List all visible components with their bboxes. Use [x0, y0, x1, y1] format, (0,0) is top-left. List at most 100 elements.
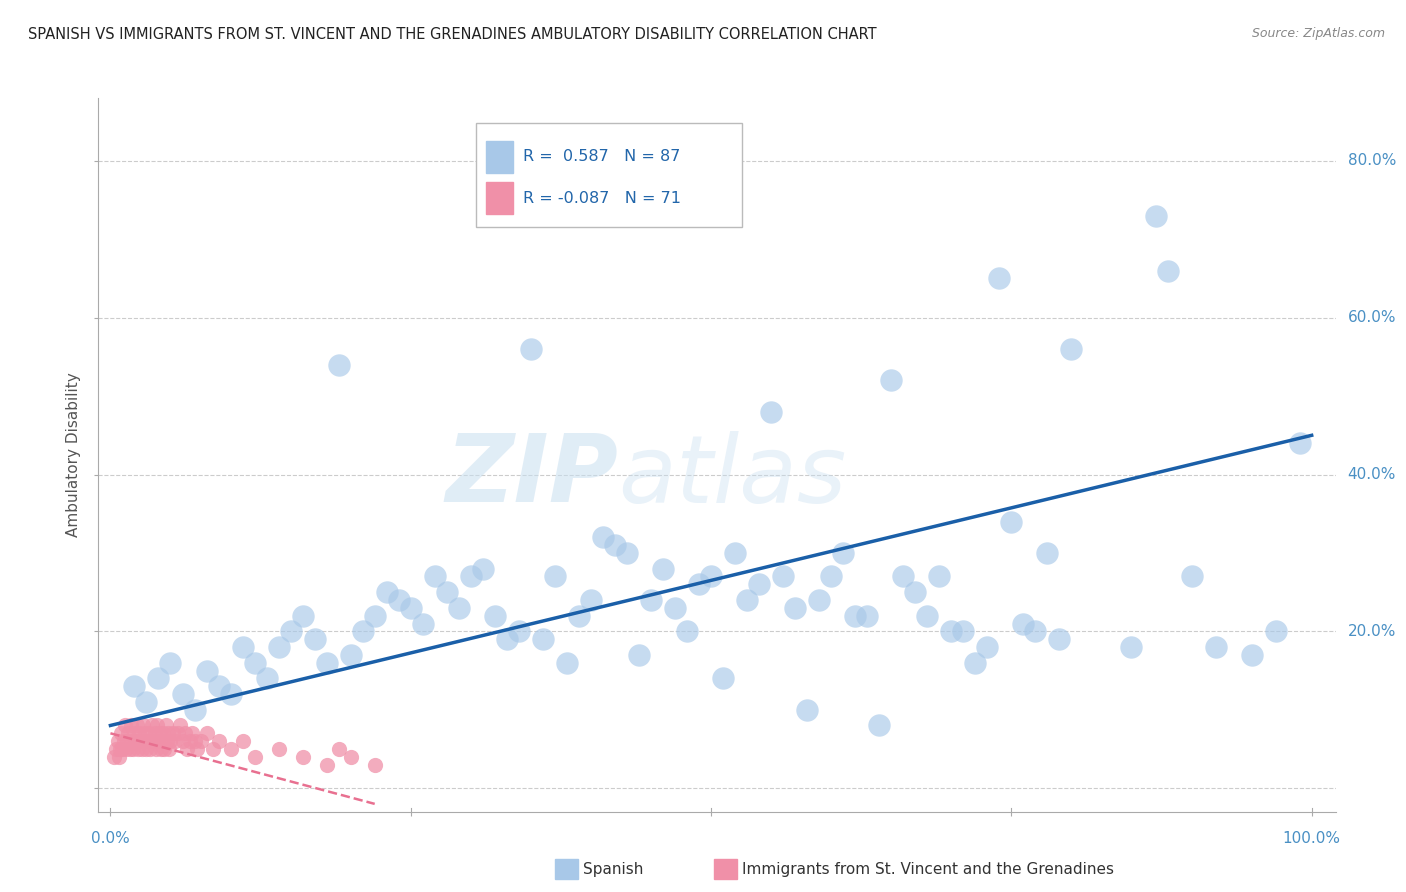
Point — [711, 672, 734, 686]
Text: R = -0.087   N = 71: R = -0.087 N = 71 — [523, 191, 681, 205]
Point — [135, 695, 157, 709]
Point — [772, 569, 794, 583]
Point — [412, 616, 434, 631]
Point — [748, 577, 770, 591]
Bar — [485, 182, 513, 214]
Point — [153, 742, 176, 756]
Point — [652, 561, 675, 575]
Point — [291, 749, 314, 764]
Point — [616, 546, 638, 560]
Point — [166, 726, 188, 740]
Point — [1288, 436, 1310, 450]
Text: 0.0%: 0.0% — [91, 831, 129, 847]
Point — [1060, 342, 1083, 356]
Point — [555, 656, 578, 670]
Point — [141, 734, 163, 748]
Point — [724, 546, 747, 560]
Point — [150, 734, 173, 748]
Point — [592, 530, 614, 544]
Point — [195, 726, 218, 740]
Point — [952, 624, 974, 639]
Point — [388, 593, 411, 607]
Point — [127, 742, 149, 756]
Point — [364, 608, 387, 623]
Point — [688, 577, 710, 591]
Point — [531, 632, 554, 647]
Point — [315, 757, 337, 772]
Point — [904, 585, 927, 599]
Point — [115, 742, 138, 756]
Point — [108, 742, 131, 756]
Point — [219, 687, 242, 701]
Text: atlas: atlas — [619, 431, 846, 522]
Bar — [475, 123, 742, 227]
Text: R =  0.587   N = 87: R = 0.587 N = 87 — [523, 149, 681, 164]
Point — [149, 742, 172, 756]
Point — [759, 405, 782, 419]
Point — [436, 585, 458, 599]
Point — [1024, 624, 1046, 639]
Point — [1036, 546, 1059, 560]
Point — [339, 648, 361, 662]
Point — [352, 624, 374, 639]
Point — [832, 546, 855, 560]
Point — [640, 593, 662, 607]
Text: 100.0%: 100.0% — [1282, 831, 1341, 847]
Point — [207, 679, 229, 693]
Point — [579, 593, 602, 607]
Point — [315, 656, 337, 670]
Point — [891, 569, 914, 583]
Point — [1047, 632, 1070, 647]
Point — [460, 569, 482, 583]
Point — [423, 569, 446, 583]
Point — [134, 726, 156, 740]
Point — [118, 742, 141, 756]
Point — [232, 734, 254, 748]
Point — [112, 734, 135, 748]
Point — [941, 624, 963, 639]
Point — [219, 742, 242, 756]
Point — [117, 726, 139, 740]
Point — [796, 703, 818, 717]
Point — [928, 569, 950, 583]
Point — [129, 734, 152, 748]
Point — [495, 632, 517, 647]
Text: Source: ZipAtlas.com: Source: ZipAtlas.com — [1251, 27, 1385, 40]
Point — [117, 734, 139, 748]
Point — [508, 624, 530, 639]
Point — [125, 718, 148, 732]
Point — [1156, 263, 1178, 277]
Point — [700, 569, 723, 583]
Point — [152, 726, 174, 740]
Point — [1180, 569, 1202, 583]
Point — [135, 742, 157, 756]
Point — [207, 734, 229, 748]
Point — [159, 656, 181, 670]
Y-axis label: Ambulatory Disability: Ambulatory Disability — [66, 373, 82, 537]
Point — [190, 734, 212, 748]
Point — [122, 742, 145, 756]
Point — [107, 734, 129, 748]
Point — [114, 718, 136, 732]
Point — [868, 718, 890, 732]
Point — [162, 726, 184, 740]
Point — [364, 757, 387, 772]
Point — [1144, 209, 1167, 223]
Text: SPANISH VS IMMIGRANTS FROM ST. VINCENT AND THE GRENADINES AMBULATORY DISABILITY : SPANISH VS IMMIGRANTS FROM ST. VINCENT A… — [28, 27, 877, 42]
Point — [735, 593, 758, 607]
Point — [159, 734, 181, 748]
Point — [880, 373, 903, 387]
Point — [267, 640, 290, 654]
Point — [103, 749, 125, 764]
Point — [627, 648, 650, 662]
Text: ZIP: ZIP — [446, 430, 619, 523]
Point — [176, 742, 198, 756]
Point — [124, 734, 146, 748]
Point — [148, 672, 170, 686]
Point — [280, 624, 302, 639]
Point — [105, 742, 128, 756]
Point — [155, 718, 177, 732]
Point — [785, 600, 807, 615]
Point — [174, 726, 197, 740]
Point — [1012, 616, 1035, 631]
